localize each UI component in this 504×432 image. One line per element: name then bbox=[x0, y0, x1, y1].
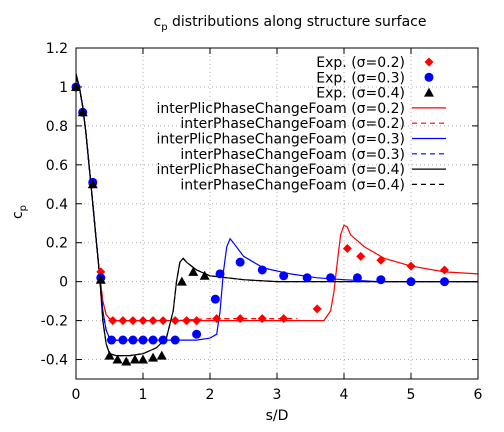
x-tick-label: 5 bbox=[407, 387, 416, 403]
x-axis-label: s/D bbox=[266, 408, 289, 424]
y-tick-label: 0 bbox=[59, 275, 68, 291]
data-point bbox=[376, 255, 386, 265]
data-point bbox=[128, 335, 138, 345]
legend-label: interPhaseChangeFoam (σ=0.2) bbox=[180, 116, 405, 132]
data-point bbox=[148, 352, 159, 362]
data-point bbox=[192, 316, 202, 326]
chart-title-rest: distributions along structure surface bbox=[168, 14, 427, 30]
x-tick-label: 1 bbox=[139, 387, 148, 403]
data-point bbox=[112, 354, 123, 364]
data-point bbox=[87, 179, 98, 189]
legend-label: Exp. (σ=0.4) bbox=[316, 86, 405, 102]
data-point bbox=[138, 316, 148, 326]
data-point bbox=[176, 276, 187, 286]
data-point bbox=[156, 350, 167, 360]
data-point bbox=[312, 304, 322, 314]
data-point bbox=[199, 270, 210, 280]
y-tick-label: 0.6 bbox=[46, 158, 68, 174]
data-point bbox=[212, 314, 222, 324]
x-tick-label: 0 bbox=[72, 387, 81, 403]
y-tick-label: -0.2 bbox=[41, 314, 68, 330]
y-tick-label: -0.4 bbox=[41, 353, 68, 369]
chart-title: cp distributions along structure surface bbox=[153, 14, 426, 33]
data-point bbox=[279, 314, 289, 324]
data-point bbox=[342, 244, 352, 254]
experiment-points bbox=[71, 81, 449, 366]
data-point bbox=[121, 356, 132, 366]
data-point bbox=[326, 273, 336, 283]
data-point bbox=[352, 273, 362, 283]
data-point bbox=[107, 335, 117, 345]
y-tick-label: 1.2 bbox=[46, 41, 68, 57]
data-point bbox=[95, 274, 106, 284]
axis-ticks: 0 1 2 3 4 5 6 -0.4 -0.2 0 0.2 0.4 0.6 0.8 1 1.2 bbox=[41, 41, 483, 403]
data-point bbox=[129, 354, 140, 364]
y-tick-label: 0.8 bbox=[46, 119, 68, 135]
legend-label: Exp. (σ=0.2) bbox=[316, 55, 405, 71]
x-tick-label: 2 bbox=[206, 387, 215, 403]
legend-label: interPhaseChangeFoam (σ=0.4) bbox=[180, 177, 405, 193]
legend-marker bbox=[424, 72, 434, 82]
data-point bbox=[257, 265, 267, 275]
data-point bbox=[406, 261, 416, 271]
data-point bbox=[279, 271, 289, 281]
x-tick-label: 6 bbox=[474, 387, 483, 403]
grid bbox=[76, 48, 478, 379]
data-point bbox=[376, 275, 386, 285]
y-tick-label: 1 bbox=[59, 80, 68, 96]
data-point bbox=[158, 316, 168, 326]
data-point bbox=[158, 335, 168, 345]
data-point bbox=[406, 277, 416, 287]
legend-label: interPlicPhaseChangeFoam (σ=0.4) bbox=[156, 162, 405, 178]
x-tick-label: 4 bbox=[340, 387, 349, 403]
chart-title-sub: p bbox=[161, 22, 167, 33]
data-point bbox=[118, 335, 128, 345]
legend-label: interPlicPhaseChangeFoam (σ=0.2) bbox=[156, 101, 405, 117]
data-point bbox=[215, 269, 225, 279]
legend-marker bbox=[424, 87, 434, 97]
data-point bbox=[77, 107, 88, 117]
legend: Exp. (σ=0.2)Exp. (σ=0.3)Exp. (σ=0.4)inte… bbox=[156, 55, 446, 193]
data-point bbox=[148, 335, 158, 345]
legend-marker bbox=[424, 57, 434, 67]
data-point bbox=[138, 354, 148, 364]
data-point bbox=[138, 335, 148, 345]
data-point bbox=[356, 251, 366, 261]
data-point bbox=[108, 316, 118, 326]
data-point bbox=[210, 294, 220, 304]
legend-label: interPlicPhaseChangeFoam (σ=0.3) bbox=[156, 132, 405, 148]
data-point bbox=[257, 314, 267, 324]
data-point bbox=[104, 350, 115, 360]
data-point bbox=[188, 266, 199, 276]
series-line bbox=[76, 77, 164, 341]
data-point bbox=[302, 273, 312, 283]
x-tick-label: 3 bbox=[273, 387, 282, 403]
data-point bbox=[118, 316, 128, 326]
y-axis-label-sub: p bbox=[18, 205, 29, 211]
data-point bbox=[128, 316, 138, 326]
data-point bbox=[148, 316, 158, 326]
plot-frame bbox=[75, 47, 479, 380]
y-tick-label: 0.4 bbox=[46, 197, 68, 213]
legend-label: Exp. (σ=0.3) bbox=[316, 70, 405, 86]
y-tick-label: 0.2 bbox=[46, 236, 68, 252]
data-point bbox=[170, 316, 180, 326]
data-point bbox=[182, 316, 192, 326]
y-axis-label: cp bbox=[10, 205, 29, 219]
data-point bbox=[235, 257, 245, 267]
data-point bbox=[440, 265, 449, 275]
data-point bbox=[192, 329, 202, 339]
data-point bbox=[440, 277, 449, 287]
data-point bbox=[170, 335, 180, 345]
legend-label: interPhaseChangeFoam (σ=0.3) bbox=[180, 147, 405, 163]
data-point bbox=[235, 314, 245, 324]
